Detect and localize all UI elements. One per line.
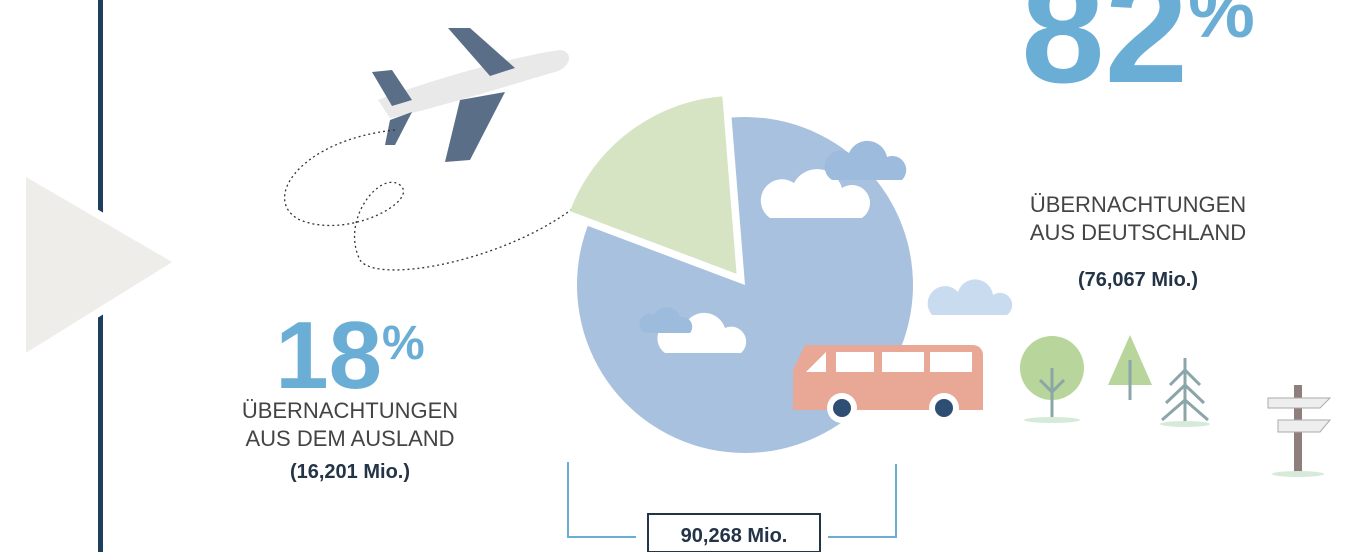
trees	[1020, 335, 1210, 427]
infographic: 90,268 Mio. 18%ÜBERNACHTUNGENAUS DEM AUS…	[0, 0, 1350, 552]
airplane	[285, 28, 610, 270]
signpost	[1268, 385, 1330, 477]
percent-label: 18%	[275, 302, 424, 409]
amount-label: (76,067 Mio.)	[1078, 269, 1198, 291]
total-label: 90,268 Mio.	[681, 525, 788, 547]
percent-label: 82%	[1021, 0, 1255, 114]
amount-label: (16,201 Mio.)	[290, 461, 410, 483]
